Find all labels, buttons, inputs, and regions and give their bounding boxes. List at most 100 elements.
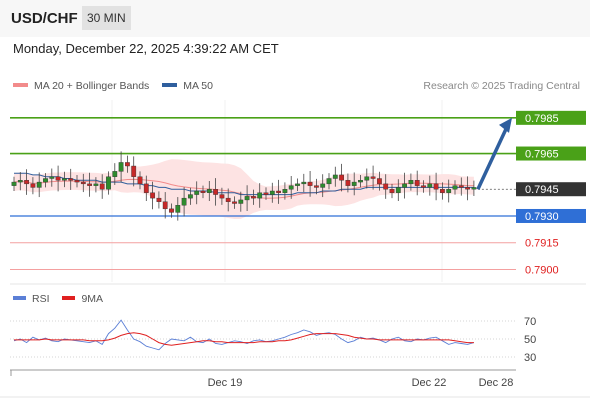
level-label-bg-3	[516, 208, 586, 223]
candle-body	[339, 174, 344, 181]
legend-label-rsi: RSI	[32, 293, 50, 305]
candle-body	[257, 192, 263, 199]
candle-body	[200, 190, 206, 193]
candle	[169, 203, 174, 218]
candle	[17, 172, 23, 191]
candle-body	[358, 180, 363, 183]
candle-body	[269, 190, 275, 195]
x-tick-label-2: Dec 28	[479, 377, 514, 389]
candle	[414, 170, 420, 196]
candle-body	[55, 176, 61, 181]
candle	[440, 182, 445, 200]
candle-body	[440, 189, 445, 193]
candle-body	[137, 176, 143, 185]
candle-body	[80, 181, 86, 185]
candle	[175, 197, 181, 221]
candle-body	[169, 208, 174, 213]
candle	[276, 179, 281, 204]
candle	[433, 172, 439, 201]
legend-item-ma50: MA 50	[162, 80, 213, 92]
candle-body	[465, 187, 470, 190]
candle-body	[143, 183, 149, 193]
candle	[402, 172, 407, 199]
level-label-bg-2	[516, 182, 586, 197]
candle-body	[402, 183, 407, 188]
candle-body	[263, 192, 269, 195]
candle-body	[408, 180, 414, 185]
rsi-tick-1: 50	[524, 334, 536, 346]
candle-body	[414, 180, 420, 186]
candle	[36, 172, 42, 198]
candle-body	[11, 181, 17, 186]
candle	[99, 174, 105, 199]
candle	[332, 166, 338, 187]
candle	[446, 179, 452, 203]
candle-body	[244, 196, 250, 201]
level-label-2: 0.7945	[525, 184, 559, 196]
candle	[301, 173, 307, 193]
candle	[43, 173, 48, 188]
legend-label-ma50: MA 50	[183, 80, 213, 92]
candle-body	[17, 180, 23, 183]
candle-body	[345, 180, 351, 186]
candle	[295, 178, 300, 191]
candle	[364, 168, 370, 189]
candle-body	[458, 185, 464, 188]
candle	[377, 171, 382, 191]
candle	[24, 169, 29, 195]
candle-body	[93, 183, 99, 186]
candle	[213, 178, 218, 206]
candle-body	[383, 183, 389, 190]
candle-body	[150, 192, 155, 199]
candle-body	[219, 194, 225, 199]
chart-header: USD/CHF 30 MIN	[0, 0, 590, 37]
candle	[124, 155, 130, 173]
legend-swatch-ma50	[162, 83, 178, 88]
candle	[112, 163, 118, 185]
candle	[74, 174, 80, 188]
candle-body	[156, 197, 162, 202]
candle-body	[36, 181, 42, 188]
candle	[307, 171, 313, 197]
candle	[345, 173, 351, 193]
candle	[263, 187, 269, 200]
candle	[206, 181, 212, 201]
timeframe-button[interactable]: 30 MIN	[82, 6, 131, 30]
candle-body	[332, 174, 338, 179]
candle-body	[446, 189, 452, 193]
candle-body	[206, 189, 212, 193]
candle-body	[351, 181, 357, 186]
candle	[106, 171, 111, 195]
candle-body	[288, 185, 294, 190]
candle-body	[187, 194, 193, 199]
forecast-arrow-shaft	[476, 126, 509, 190]
candle	[143, 175, 149, 201]
candle-body	[232, 201, 237, 204]
legend-item-bollinger: MA 20 + Bollinger Bands	[13, 80, 149, 92]
candle-body	[389, 189, 395, 193]
candle	[187, 187, 193, 205]
candle	[452, 180, 458, 195]
candle-body	[68, 178, 74, 181]
candle-body	[118, 162, 124, 172]
candle	[219, 187, 225, 205]
level-label-5: 0.7900	[525, 265, 559, 277]
candle	[383, 174, 389, 199]
candle	[326, 173, 332, 190]
candle	[225, 188, 231, 212]
candle-body	[43, 178, 48, 183]
candle-body	[99, 183, 105, 190]
candle	[427, 175, 433, 196]
candle	[150, 181, 155, 210]
candle-body	[326, 178, 332, 185]
x-tick-label-1: Dec 22	[412, 377, 447, 389]
legend-swatch-ma9	[62, 296, 76, 301]
symbol-label: USD/CHF	[11, 10, 78, 27]
candle	[93, 177, 99, 193]
candle	[49, 168, 55, 187]
candle-body	[87, 183, 93, 186]
candle	[358, 174, 363, 188]
candle	[458, 177, 464, 196]
legend-label-ma9: 9MA	[81, 293, 104, 305]
